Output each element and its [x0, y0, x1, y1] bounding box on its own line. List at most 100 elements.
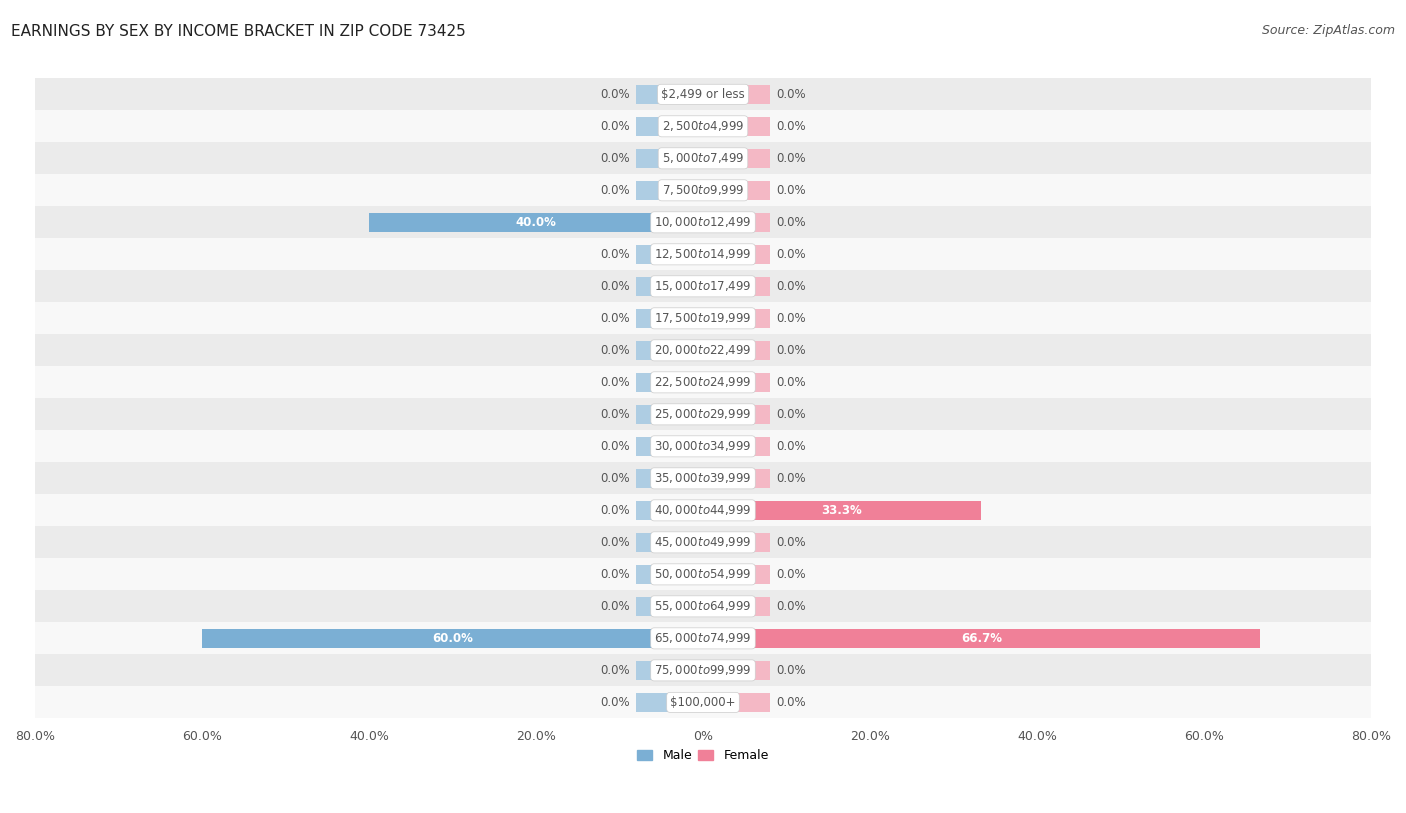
Text: 0.0%: 0.0%	[776, 88, 806, 101]
Bar	[703, 309, 770, 328]
Bar	[636, 661, 703, 680]
Text: 0.0%: 0.0%	[600, 408, 630, 421]
Text: EARNINGS BY SEX BY INCOME BRACKET IN ZIP CODE 73425: EARNINGS BY SEX BY INCOME BRACKET IN ZIP…	[11, 24, 465, 39]
Text: 0.0%: 0.0%	[600, 120, 630, 133]
Text: 0.0%: 0.0%	[600, 312, 630, 325]
Text: Source: ZipAtlas.com: Source: ZipAtlas.com	[1261, 24, 1395, 37]
Text: $2,499 or less: $2,499 or less	[661, 88, 745, 101]
Text: 0.0%: 0.0%	[776, 664, 806, 677]
Text: 0.0%: 0.0%	[600, 344, 630, 357]
Bar	[703, 661, 770, 680]
Bar	[703, 469, 770, 488]
Bar	[35, 526, 1371, 559]
Text: $12,500 to $14,999: $12,500 to $14,999	[654, 247, 752, 261]
Bar	[35, 142, 1371, 174]
Bar	[703, 693, 770, 712]
Bar	[703, 117, 770, 136]
Bar	[35, 398, 1371, 430]
Text: 66.7%: 66.7%	[960, 632, 1002, 645]
Bar	[636, 469, 703, 488]
Text: 0.0%: 0.0%	[600, 280, 630, 293]
Bar	[703, 372, 770, 392]
Text: $7,500 to $9,999: $7,500 to $9,999	[662, 183, 744, 198]
Bar	[703, 245, 770, 264]
Bar	[35, 78, 1371, 111]
Text: 0.0%: 0.0%	[600, 567, 630, 580]
Text: $2,500 to $4,999: $2,500 to $4,999	[662, 120, 744, 133]
Text: 0.0%: 0.0%	[776, 408, 806, 421]
Bar	[703, 628, 1260, 648]
Text: 0.0%: 0.0%	[600, 376, 630, 389]
Text: 0.0%: 0.0%	[776, 344, 806, 357]
Text: 0.0%: 0.0%	[776, 215, 806, 228]
Bar	[703, 341, 770, 360]
Bar	[636, 180, 703, 200]
Text: 0.0%: 0.0%	[600, 248, 630, 261]
Text: 0.0%: 0.0%	[776, 184, 806, 197]
Text: $20,000 to $22,499: $20,000 to $22,499	[654, 343, 752, 358]
Bar	[35, 686, 1371, 719]
Bar	[703, 565, 770, 584]
Bar	[636, 245, 703, 264]
Bar	[636, 309, 703, 328]
Bar	[368, 213, 703, 232]
Text: $30,000 to $34,999: $30,000 to $34,999	[654, 439, 752, 454]
Text: 0.0%: 0.0%	[776, 440, 806, 453]
Text: 0.0%: 0.0%	[600, 440, 630, 453]
Bar	[703, 501, 981, 520]
Bar	[35, 367, 1371, 398]
Bar	[35, 463, 1371, 494]
Text: $75,000 to $99,999: $75,000 to $99,999	[654, 663, 752, 677]
Bar	[703, 533, 770, 552]
Bar	[636, 501, 703, 520]
Text: 0.0%: 0.0%	[600, 600, 630, 613]
Text: 0.0%: 0.0%	[600, 184, 630, 197]
Bar	[35, 334, 1371, 367]
Bar	[35, 207, 1371, 238]
Text: 0.0%: 0.0%	[600, 88, 630, 101]
Text: 60.0%: 60.0%	[432, 632, 472, 645]
Bar	[703, 405, 770, 424]
Text: 0.0%: 0.0%	[600, 504, 630, 517]
Bar	[636, 597, 703, 616]
Bar	[35, 623, 1371, 654]
Legend: Male, Female: Male, Female	[633, 745, 773, 767]
Text: 0.0%: 0.0%	[776, 312, 806, 325]
Bar	[703, 149, 770, 168]
Text: $50,000 to $54,999: $50,000 to $54,999	[654, 567, 752, 581]
Bar	[202, 628, 703, 648]
Bar	[636, 565, 703, 584]
Bar	[35, 559, 1371, 590]
Bar	[35, 494, 1371, 526]
Text: 0.0%: 0.0%	[600, 664, 630, 677]
Bar	[636, 533, 703, 552]
Bar	[35, 271, 1371, 302]
Text: 0.0%: 0.0%	[776, 536, 806, 549]
Text: 40.0%: 40.0%	[516, 215, 557, 228]
Bar	[636, 341, 703, 360]
Text: 0.0%: 0.0%	[600, 696, 630, 709]
Text: 0.0%: 0.0%	[776, 152, 806, 165]
Text: $40,000 to $44,999: $40,000 to $44,999	[654, 503, 752, 517]
Text: $35,000 to $39,999: $35,000 to $39,999	[654, 472, 752, 485]
Bar	[703, 85, 770, 104]
Text: 0.0%: 0.0%	[776, 600, 806, 613]
Text: 0.0%: 0.0%	[776, 376, 806, 389]
Text: $45,000 to $49,999: $45,000 to $49,999	[654, 535, 752, 550]
Text: $22,500 to $24,999: $22,500 to $24,999	[654, 376, 752, 389]
Text: 0.0%: 0.0%	[776, 248, 806, 261]
Bar	[35, 238, 1371, 271]
Text: $55,000 to $64,999: $55,000 to $64,999	[654, 599, 752, 613]
Bar	[636, 372, 703, 392]
Text: 0.0%: 0.0%	[600, 152, 630, 165]
Bar	[35, 302, 1371, 334]
Text: $25,000 to $29,999: $25,000 to $29,999	[654, 407, 752, 421]
Text: 0.0%: 0.0%	[776, 120, 806, 133]
Text: 0.0%: 0.0%	[776, 280, 806, 293]
Bar	[35, 174, 1371, 207]
Bar	[703, 213, 770, 232]
Text: $10,000 to $12,499: $10,000 to $12,499	[654, 215, 752, 229]
Text: 0.0%: 0.0%	[600, 472, 630, 485]
Bar	[636, 437, 703, 456]
Text: $17,500 to $19,999: $17,500 to $19,999	[654, 311, 752, 325]
